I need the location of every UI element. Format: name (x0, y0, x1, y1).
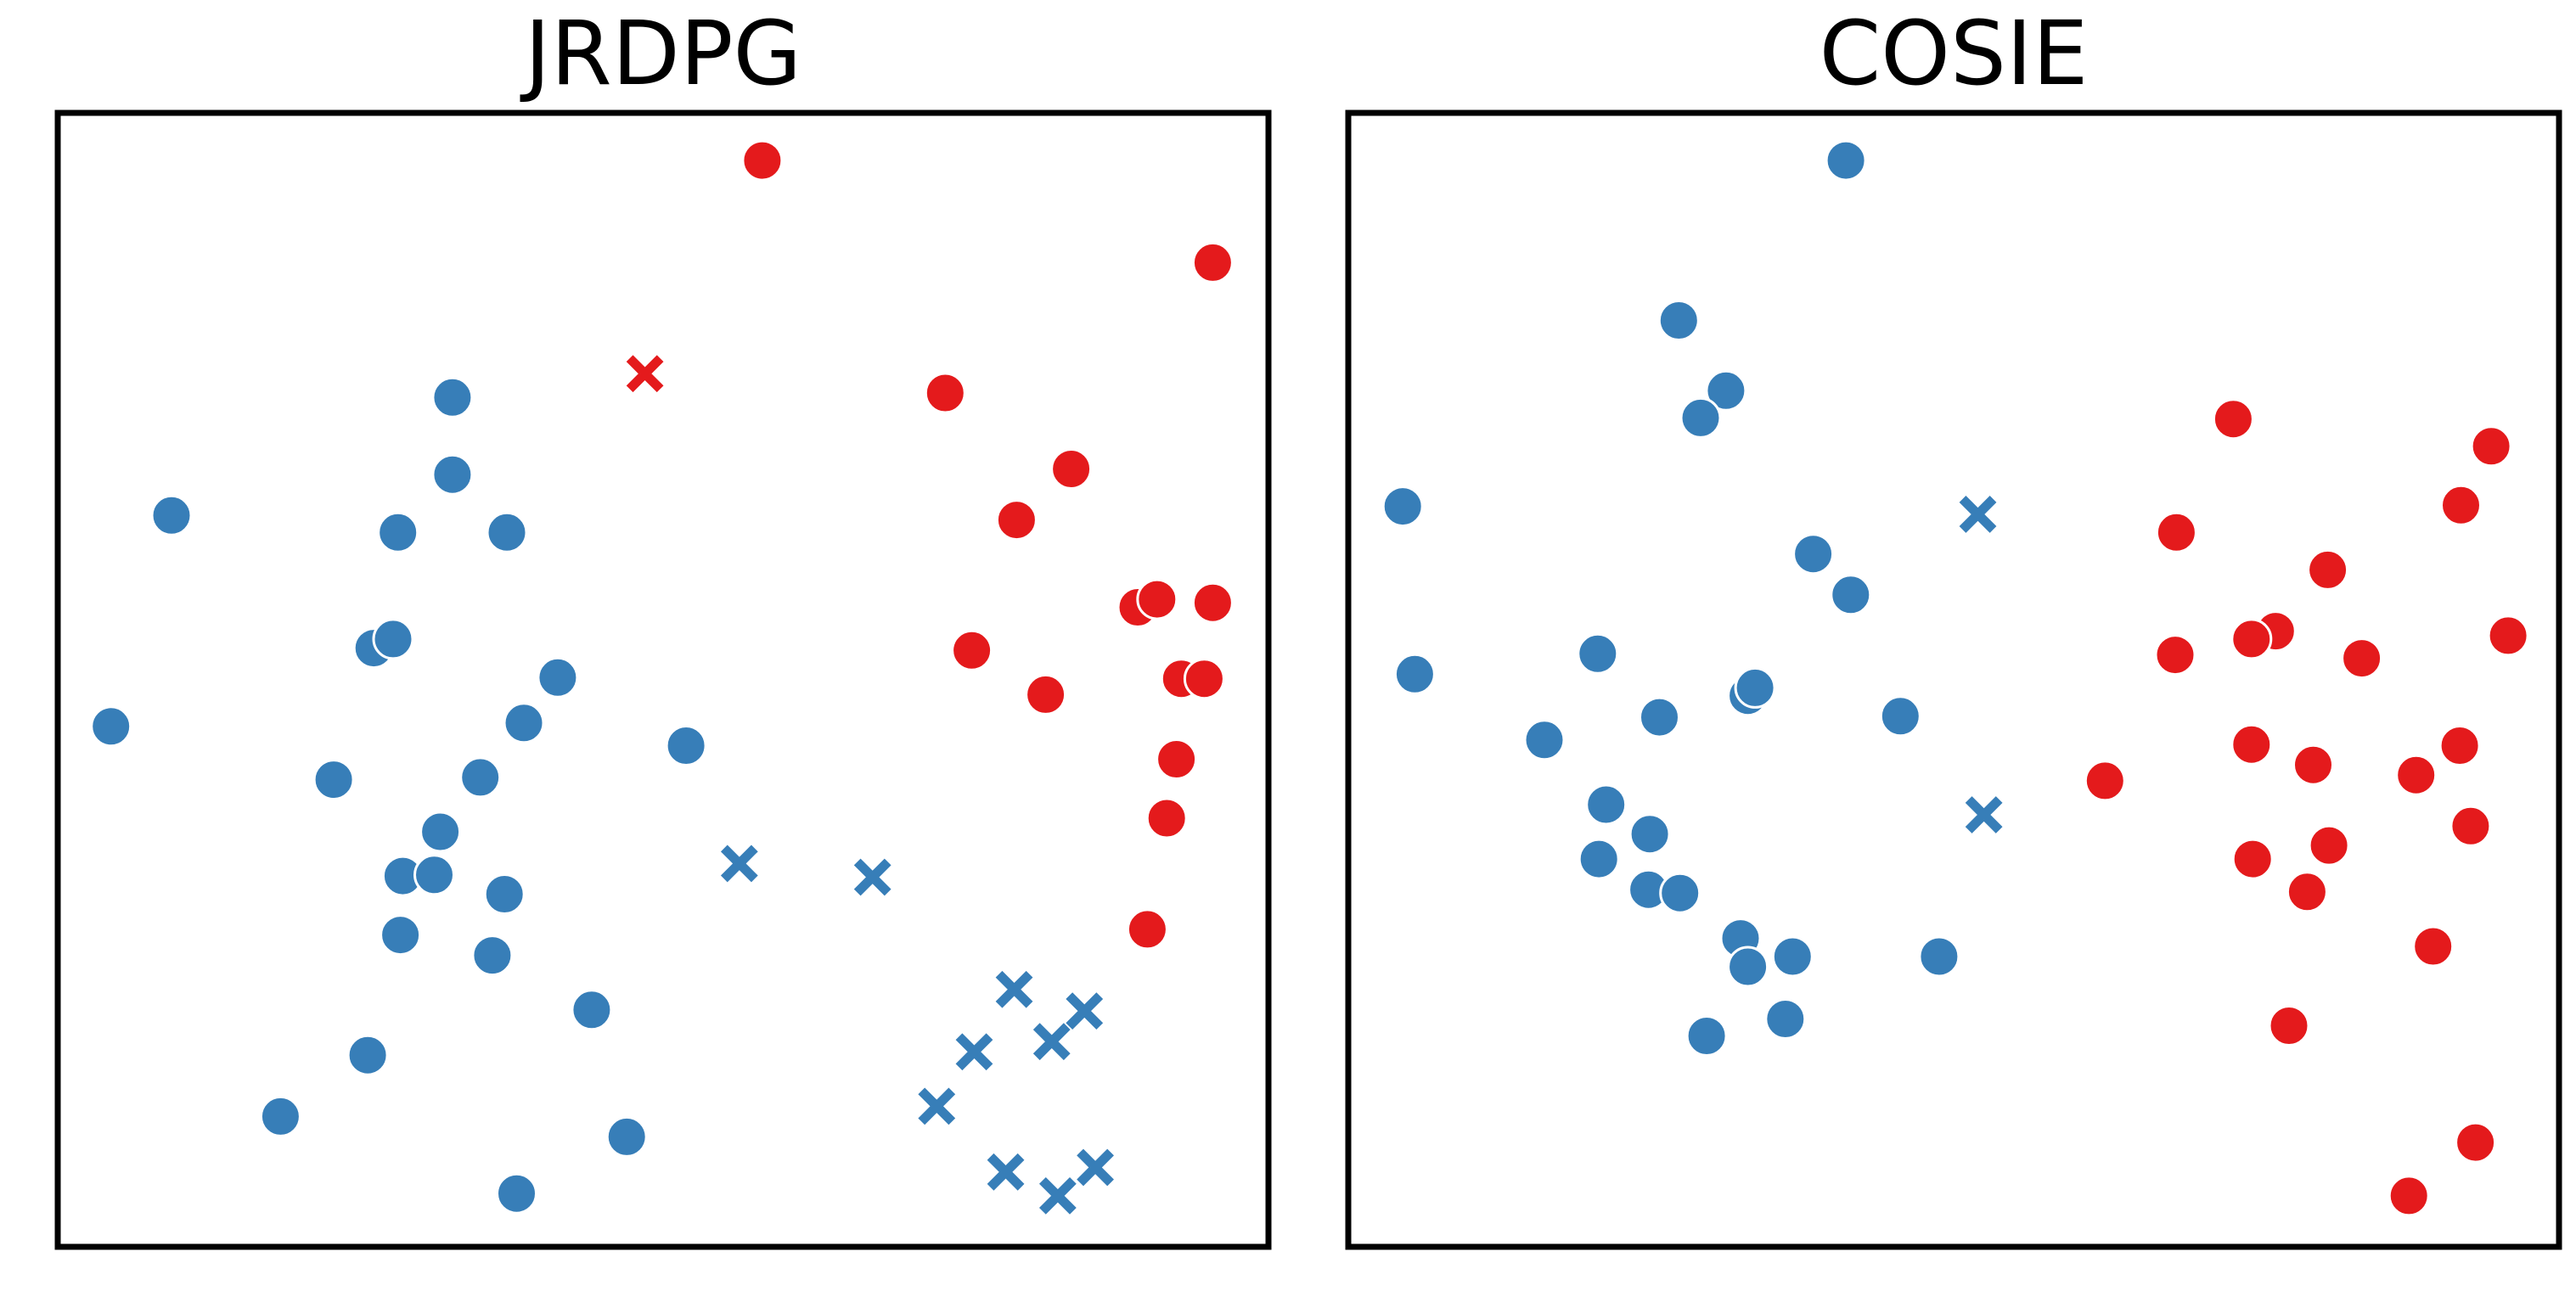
jrdpg-point-red-circle-7 (1191, 581, 1234, 624)
jrdpg-point-blue-circle-33 (380, 914, 422, 957)
cosie-point-blue-circle-10 (1734, 666, 1776, 709)
cosie-point-red-circle-42 (2449, 805, 2492, 847)
jrdpg-point-blue-circle-35 (571, 989, 613, 1031)
cosie-point-blue-circle-18 (1659, 872, 1701, 914)
cosie-point-blue-circle-15 (1628, 813, 1671, 856)
cosie-point-red-circle-44 (2231, 838, 2274, 880)
jrdpg-point-blue-cross-42 (993, 969, 1035, 1010)
cosie-point-blue-circle-12 (1879, 695, 1921, 738)
scatter-panel-cosie (1381, 139, 2529, 1217)
jrdpg-point-blue-cross-41 (852, 856, 893, 898)
cosie-point-red-circle-46 (2412, 925, 2455, 968)
jrdpg-point-blue-circle-16 (431, 376, 474, 418)
cosie-point-blue-circle-4 (1381, 485, 1424, 528)
cosie-point-red-circle-37 (2230, 723, 2273, 766)
cosie-point-red-circle-40 (2395, 754, 2438, 796)
cosie-point-blue-circle-11 (1639, 696, 1680, 738)
jrdpg-point-blue-circle-34 (471, 934, 514, 977)
jrdpg-point-blue-circle-24 (503, 702, 545, 744)
jrdpg-point-red-circle-11 (1183, 658, 1225, 700)
cosie-point-blue-circle-7 (1577, 632, 1619, 675)
cosie-point-blue-circle-6 (1830, 574, 1872, 616)
jrdpg-point-blue-cross-44 (953, 1031, 995, 1072)
jrdpg-point-red-circle-4 (995, 499, 1038, 542)
jrdpg-point-blue-cross-40 (719, 843, 760, 884)
jrdpg-point-blue-cross-49 (1038, 1176, 1078, 1216)
cosie-point-blue-circle-14 (1585, 783, 1628, 826)
jrdpg-point-blue-cross-43 (1064, 991, 1105, 1031)
jrdpg-point-red-circle-12 (1156, 738, 1198, 780)
cosie-point-blue-circle-2 (1705, 369, 1747, 412)
cosie-point-red-circle-48 (2455, 1121, 2497, 1164)
cosie-point-blue-circle-21 (1727, 946, 1769, 988)
cosie-point-red-circle-27 (2212, 398, 2254, 441)
jrdpg-point-blue-circle-38 (605, 1115, 648, 1158)
jrdpg-point-blue-circle-26 (665, 725, 707, 766)
jrdpg-point-red-circle-13 (1145, 797, 1188, 839)
jrdpg-point-blue-circle-20 (486, 511, 528, 553)
jrdpg-point-red-circle-3 (1050, 448, 1093, 490)
plot-frame-cosie (1345, 109, 2562, 1250)
cosie-point-blue-circle-5 (1792, 533, 1835, 575)
cosie-point-blue-circle-0 (1825, 139, 1867, 182)
jrdpg-point-blue-circle-19 (377, 511, 419, 553)
jrdpg-point-red-circle-14 (1126, 908, 1168, 951)
jrdpg-point-blue-circle-37 (259, 1095, 301, 1137)
cosie-point-red-circle-36 (2341, 637, 2383, 680)
cosie-point-blue-circle-13 (1523, 719, 1566, 761)
cosie-point-red-circle-30 (2155, 511, 2197, 553)
chart-title-cosie: COSIE (1819, 2, 2089, 105)
cosie-point-red-circle-43 (2308, 824, 2350, 867)
cosie-point-red-circle-33 (2230, 618, 2273, 660)
jrdpg-point-blue-cross-45 (1032, 1021, 1072, 1062)
plot-frame-jrdpg (54, 109, 1272, 1250)
jrdpg-point-red-cross-15 (624, 353, 666, 394)
scatter-panel-jrdpg (90, 139, 1234, 1216)
jrdpg-point-red-circle-8 (951, 629, 993, 671)
cosie-point-blue-circle-16 (1578, 838, 1620, 880)
cosie-point-red-circle-49 (2388, 1175, 2430, 1217)
cosie-point-red-circle-35 (2154, 634, 2196, 676)
jrdpg-point-blue-circle-39 (496, 1172, 537, 1215)
jrdpg-point-blue-circle-28 (459, 756, 502, 799)
jrdpg-point-blue-cross-47 (985, 1152, 1026, 1193)
cosie-point-red-circle-47 (2268, 1005, 2310, 1047)
cosie-point-red-circle-41 (2084, 760, 2126, 802)
cosie-point-red-circle-39 (2292, 744, 2334, 786)
cosie-point-red-circle-29 (2440, 484, 2482, 526)
jrdpg-point-blue-circle-36 (346, 1034, 389, 1076)
jrdpg-point-red-circle-2 (924, 372, 966, 414)
cosie-point-red-circle-34 (2487, 615, 2529, 657)
cosie-point-blue-circle-24 (1685, 1015, 1728, 1057)
jrdpg-point-red-circle-0 (741, 139, 784, 182)
cosie-point-blue-circle-1 (1657, 300, 1700, 341)
cosie-point-red-circle-38 (2438, 725, 2481, 766)
jrdpg-point-red-circle-6 (1136, 578, 1178, 620)
jrdpg-point-blue-circle-29 (419, 811, 462, 853)
jrdpg-point-red-circle-1 (1191, 241, 1234, 283)
jrdpg-point-red-circle-9 (1025, 673, 1067, 716)
cosie-point-blue-cross-25 (1957, 494, 1999, 535)
cosie-point-blue-circle-22 (1918, 935, 1960, 978)
cosie-point-blue-circle-20 (1771, 935, 1814, 978)
cosie-point-red-circle-28 (2470, 425, 2512, 468)
chart-title-jrdpg: JRDPG (524, 2, 802, 105)
jrdpg-point-blue-circle-27 (312, 759, 355, 801)
jrdpg-point-blue-circle-17 (431, 453, 474, 496)
cosie-point-red-circle-31 (2307, 548, 2349, 591)
cosie-point-red-circle-45 (2286, 871, 2328, 913)
jrdpg-point-blue-cross-48 (1075, 1147, 1116, 1188)
jrdpg-point-blue-circle-22 (372, 618, 414, 660)
cosie-point-blue-circle-3 (1679, 396, 1722, 439)
cosie-point-blue-circle-8 (1393, 653, 1436, 695)
jrdpg-point-blue-circle-18 (150, 494, 193, 536)
jrdpg-point-blue-circle-25 (90, 705, 132, 748)
jrdpg-point-blue-circle-32 (483, 873, 526, 915)
cosie-point-blue-circle-23 (1764, 998, 1807, 1040)
jrdpg-point-blue-cross-46 (916, 1086, 957, 1126)
jrdpg-point-blue-circle-23 (537, 656, 579, 699)
jrdpg-point-blue-circle-31 (413, 854, 455, 896)
cosie-point-blue-cross-26 (1963, 794, 2005, 835)
